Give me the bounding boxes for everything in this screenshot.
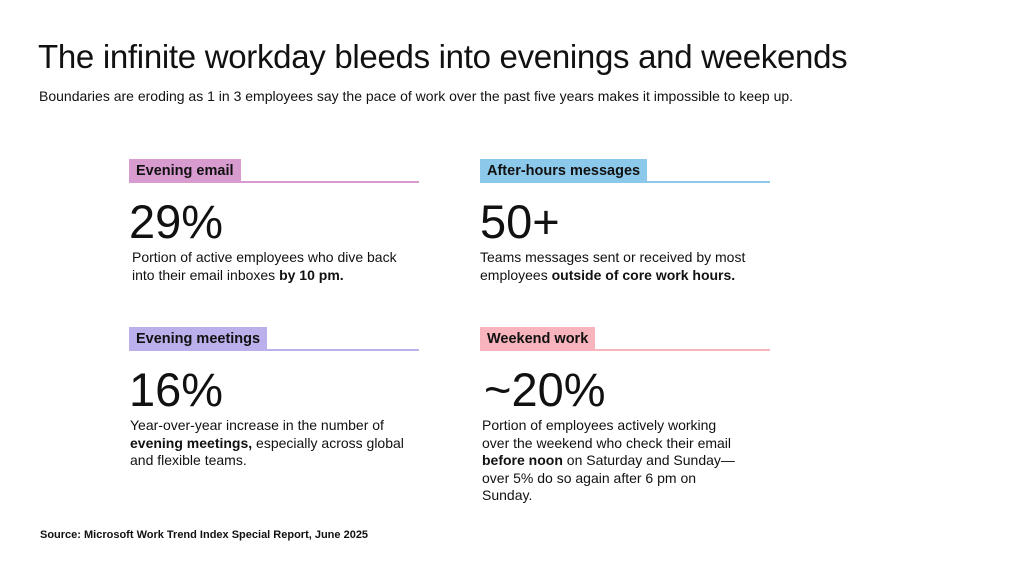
card-stat: 16% bbox=[129, 363, 224, 416]
desc-text-end: especially across global and flexible te… bbox=[130, 434, 404, 469]
desc-text: Portion of active employees who dive bac… bbox=[132, 249, 397, 283]
desc-emphasis: by 10 pm. bbox=[279, 266, 344, 283]
stat-card-after-hours-messages: After-hours messages 50+ Teams messages … bbox=[480, 159, 770, 284]
desc-text-end: on Saturday and Sunday—over 5% do so aga… bbox=[482, 452, 735, 503]
source-note: Source: Microsoft Work Trend Index Speci… bbox=[40, 529, 369, 541]
stat-card-weekend-work: Weekend work ~20% Portion of employees a… bbox=[480, 327, 770, 505]
card-stat: 50+ bbox=[480, 195, 560, 248]
stat-card-evening-meetings: Evening meetings 16% Year-over-year incr… bbox=[129, 327, 419, 470]
card-rule bbox=[129, 349, 419, 351]
card-label: Weekend work bbox=[480, 327, 596, 351]
card-description: Portion of active employees who dive bac… bbox=[129, 249, 412, 284]
card-header: Evening meetings bbox=[129, 327, 419, 351]
desc-emphasis: evening meetings, bbox=[130, 434, 253, 451]
card-label: After-hours messages bbox=[480, 159, 648, 183]
desc-emphasis: before noon bbox=[482, 452, 563, 468]
card-rule bbox=[129, 181, 419, 183]
page-title: The infinite workday bleeds into evening… bbox=[38, 38, 848, 75]
card-header: Evening email bbox=[129, 159, 419, 183]
card-header: After-hours messages bbox=[480, 159, 770, 183]
card-stat: ~20% bbox=[484, 363, 606, 416]
card-header: Weekend work bbox=[480, 327, 770, 351]
page-subtitle: Boundaries are eroding as 1 in 3 employe… bbox=[39, 88, 794, 104]
desc-text: Portion of employees actively working ov… bbox=[482, 417, 732, 451]
card-label: Evening meetings bbox=[129, 327, 268, 351]
card-description: Teams messages sent or received by most … bbox=[480, 249, 770, 284]
desc-text: Year-over-year increase in the number of bbox=[130, 417, 384, 433]
stat-card-evening-email: Evening email 29% Portion of active empl… bbox=[129, 159, 419, 284]
desc-emphasis: outside of core work hours. bbox=[551, 266, 736, 283]
card-rule bbox=[480, 349, 770, 351]
card-description: Portion of employees actively working ov… bbox=[480, 417, 740, 505]
card-stat: 29% bbox=[129, 195, 224, 248]
desc-text: Teams messages sent or received by most … bbox=[480, 249, 746, 283]
card-description: Year-over-year increase in the number of… bbox=[129, 417, 405, 470]
card-label: Evening email bbox=[129, 159, 241, 183]
card-rule bbox=[480, 181, 770, 183]
